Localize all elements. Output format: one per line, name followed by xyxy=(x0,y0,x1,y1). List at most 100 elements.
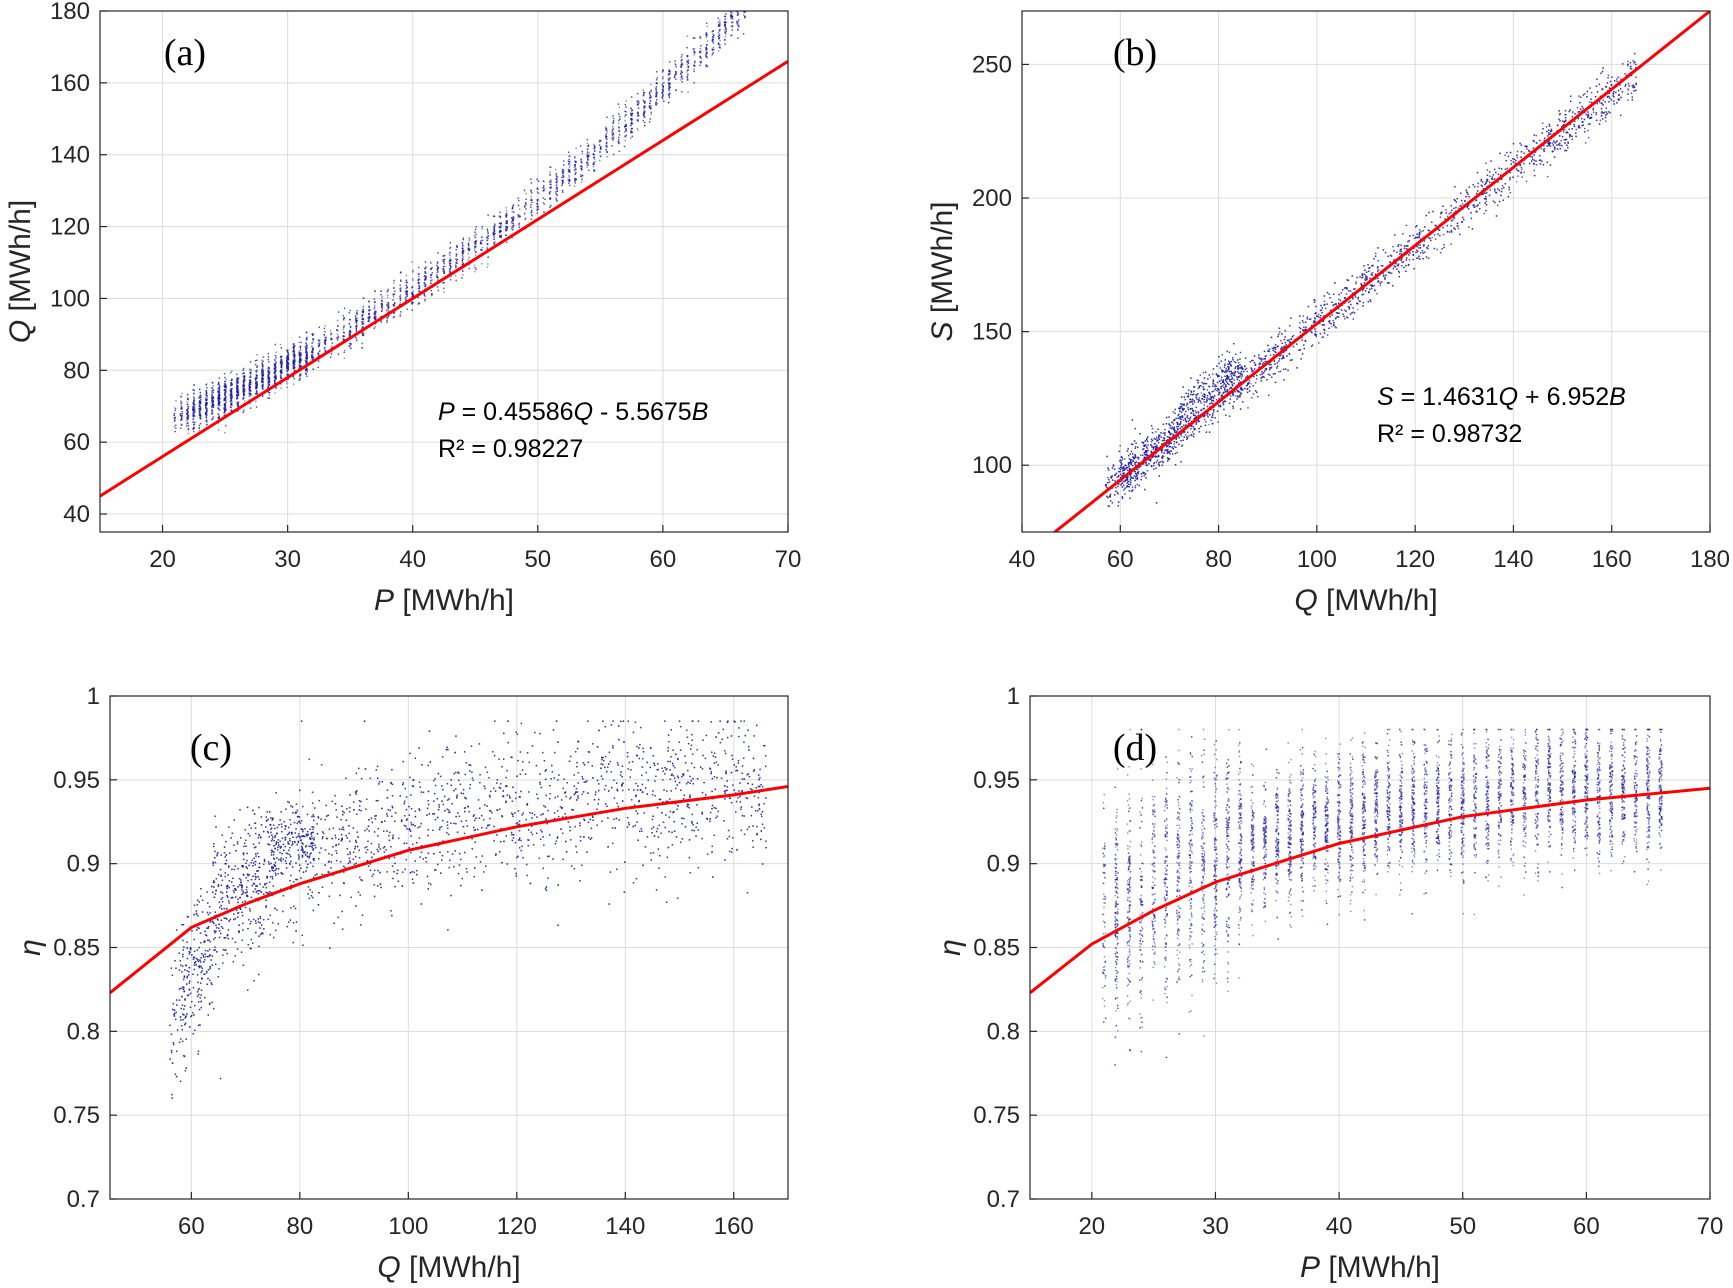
scatter-point xyxy=(298,350,300,352)
scatter-point xyxy=(231,378,233,381)
scatter-point xyxy=(600,139,602,142)
scatter-point xyxy=(537,207,539,209)
scatter-point xyxy=(249,386,251,388)
scatter-point xyxy=(674,73,677,75)
scatter-point xyxy=(662,95,664,97)
scatter-point xyxy=(568,174,570,177)
scatter-point xyxy=(292,383,295,385)
scatter-point xyxy=(268,361,270,363)
scatter-point xyxy=(261,369,263,371)
scatter-point xyxy=(242,375,245,378)
scatter-point xyxy=(294,357,296,360)
scatter-point xyxy=(354,315,357,317)
scatter-point xyxy=(294,345,296,347)
scatter-point xyxy=(550,204,552,207)
scatter-point xyxy=(381,295,383,298)
scatter-point xyxy=(280,359,282,361)
scatter-point xyxy=(454,264,457,266)
scatter-point xyxy=(298,336,301,338)
scatter-point xyxy=(561,182,564,184)
scatter-point xyxy=(218,398,220,401)
scatter-point xyxy=(225,413,227,415)
scatter-point xyxy=(624,135,626,137)
scatter-point xyxy=(699,47,701,50)
scatter-point xyxy=(443,282,445,284)
scatter-point xyxy=(180,403,182,405)
scatter-point xyxy=(356,339,358,342)
scatter-point xyxy=(581,166,583,168)
scatter-point xyxy=(531,201,533,204)
scatter-point xyxy=(430,276,432,279)
scatter-point xyxy=(236,410,239,412)
scatter-point xyxy=(662,90,664,93)
scatter-point xyxy=(193,400,195,402)
scatter-point xyxy=(192,403,195,406)
scatter-point xyxy=(437,252,440,254)
scatter-point xyxy=(300,374,302,376)
scatter-point xyxy=(624,124,627,126)
scatter-point xyxy=(462,249,465,252)
scatter-point xyxy=(493,229,495,232)
scatter-point xyxy=(224,376,226,379)
scatter-point xyxy=(568,170,570,173)
scatter-point xyxy=(625,123,627,126)
scatter-point xyxy=(217,407,219,409)
scatter-point xyxy=(256,391,258,394)
scatter-point xyxy=(249,402,251,405)
scatter-point xyxy=(268,368,270,370)
scatter-point xyxy=(474,231,476,233)
scatter-point xyxy=(481,239,484,242)
scatter-point xyxy=(650,104,652,107)
scatter-point xyxy=(268,377,270,380)
scatter-point xyxy=(731,12,734,14)
scatter-point xyxy=(275,375,277,378)
scatter-point xyxy=(493,242,495,245)
scatter-point xyxy=(606,116,608,118)
scatter-point xyxy=(562,160,565,162)
scatter-point xyxy=(286,359,288,362)
scatter-point xyxy=(268,376,270,379)
scatter-point xyxy=(242,367,245,370)
scatter-point xyxy=(643,112,646,114)
scatter-point xyxy=(455,260,458,262)
scatter-point xyxy=(637,113,639,115)
scatter-point xyxy=(424,295,427,297)
scatter-point xyxy=(217,417,219,419)
scatter-point xyxy=(461,241,464,244)
scatter-point xyxy=(342,335,344,337)
scatter-point xyxy=(205,413,208,415)
scatter-point xyxy=(399,295,401,298)
scatter-point xyxy=(661,96,664,99)
scatter-point xyxy=(387,302,389,304)
scatter-point xyxy=(186,409,188,412)
scatter-point xyxy=(298,363,300,366)
scatter-point xyxy=(230,406,232,409)
scatter-point xyxy=(487,231,489,234)
scatter-point xyxy=(348,312,351,314)
scatter-point xyxy=(681,59,683,61)
scatter-point xyxy=(211,403,213,405)
scatter-point xyxy=(561,171,564,173)
scatter-point xyxy=(268,379,270,382)
scatter-point xyxy=(317,343,319,345)
scatter-point xyxy=(192,389,194,391)
scatter-point xyxy=(718,19,721,22)
scatter-point xyxy=(279,361,282,363)
scatter-point xyxy=(343,307,346,310)
scatter-point xyxy=(192,407,194,410)
scatter-point xyxy=(736,2,737,3)
scatter-point xyxy=(736,7,737,8)
scatter-point xyxy=(430,281,432,284)
scatter-point xyxy=(669,83,671,86)
scatter-point xyxy=(406,281,408,284)
scatter-point xyxy=(261,362,263,364)
scatter-point xyxy=(669,92,671,95)
scatter-point xyxy=(312,347,314,349)
scatter-point xyxy=(594,150,596,152)
scatter-point xyxy=(725,28,728,31)
scatter-point xyxy=(255,383,258,385)
scatter-point xyxy=(262,370,264,373)
scatter-point xyxy=(405,279,407,282)
scatter-point xyxy=(186,420,188,422)
scatter-point xyxy=(205,406,207,409)
